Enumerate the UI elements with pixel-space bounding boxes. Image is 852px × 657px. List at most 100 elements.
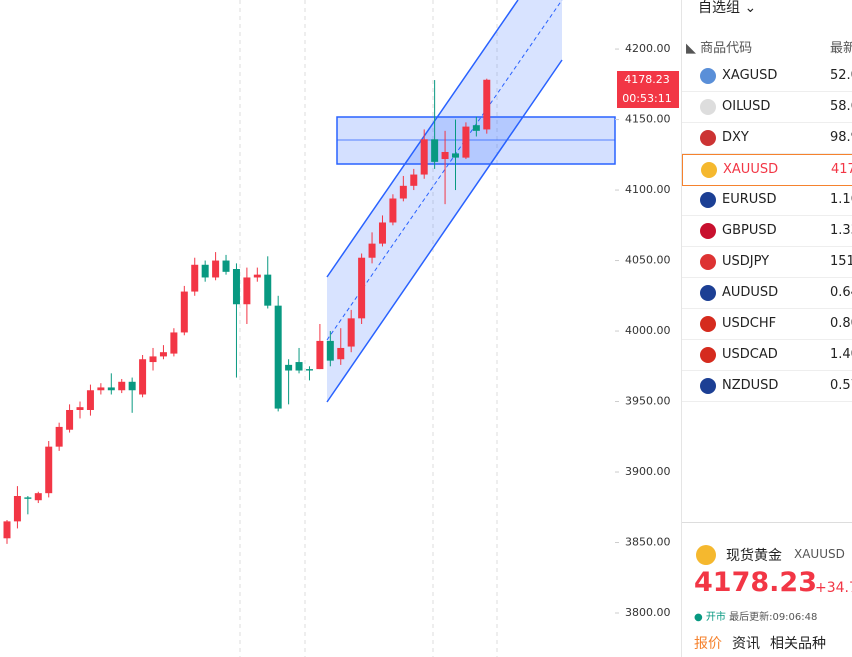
icon xyxy=(696,545,716,565)
y-tick-label: 4200.00 xyxy=(625,42,671,55)
candle-body xyxy=(149,356,157,363)
price: 4178.23 xyxy=(694,567,817,598)
icon xyxy=(700,378,716,394)
price-tag-value: 4178.23 xyxy=(624,73,670,86)
symbol: AUDUSD xyxy=(722,285,779,300)
symbol: XAUUSD xyxy=(723,162,779,177)
detail: 现货黄金 XAUUSD 4178.23 +34.7 ● 开市 最后更新:09:0… xyxy=(682,522,852,657)
candle-body xyxy=(107,387,115,391)
y-tick-label: 3950.00 xyxy=(625,395,671,408)
price: 1.404 xyxy=(830,347,852,362)
candle-body xyxy=(253,274,261,278)
candle-body xyxy=(264,274,272,306)
candle-body xyxy=(86,390,94,410)
candle-body xyxy=(472,125,480,131)
name: 现货黄金 xyxy=(726,548,782,564)
status: 开市 xyxy=(705,612,726,623)
candle-body xyxy=(399,185,407,199)
price: 1.16 xyxy=(830,192,852,207)
icon xyxy=(700,254,716,270)
icon xyxy=(700,192,716,208)
channel-line xyxy=(326,0,519,278)
candle-body xyxy=(222,260,230,272)
candle-body xyxy=(358,257,366,319)
candle-body xyxy=(170,332,178,354)
candle-body xyxy=(128,381,136,391)
title: 自选组 xyxy=(698,0,740,16)
candle-body xyxy=(441,151,449,160)
y-tick-label: 3850.00 xyxy=(625,536,671,549)
icon xyxy=(700,316,716,332)
y-tick-label: 4000.00 xyxy=(625,324,671,337)
candle-body xyxy=(159,352,167,357)
watch-row[interactable]: OILUSD 58.6 xyxy=(682,92,852,123)
price: 0.57 xyxy=(830,378,852,393)
candle-body xyxy=(34,493,42,501)
candle-body xyxy=(180,291,188,333)
candle-body xyxy=(13,495,21,522)
candle-body xyxy=(347,318,355,347)
watch-row[interactable]: USDJPY 151.4 xyxy=(682,247,852,278)
price: 0.64 xyxy=(830,285,852,300)
icon xyxy=(700,223,716,239)
icon xyxy=(700,68,716,84)
candle-body xyxy=(24,497,32,499)
candle-body xyxy=(462,126,470,158)
candle-body xyxy=(483,79,491,130)
y-tick-label: 3900.00 xyxy=(625,465,671,478)
plot: 3800.00 3850.00 3900.00 3950.00 4000.00 4050.… xyxy=(3,42,671,619)
candle-body xyxy=(55,426,63,447)
watch-row[interactable]: XAGUSD 52.0 xyxy=(682,61,852,92)
tab[interactable]: 相关品种 xyxy=(770,636,826,652)
watch-row[interactable]: AUDUSD 0.64 xyxy=(682,278,852,309)
candle-body xyxy=(316,340,324,370)
price: 98.9 xyxy=(830,130,852,145)
icon xyxy=(700,285,716,301)
candle-body xyxy=(76,407,84,410)
candle-body xyxy=(274,305,282,409)
candle-body xyxy=(295,362,303,371)
watch-row[interactable]: EURUSD 1.16 xyxy=(682,185,852,216)
watch-row[interactable]: NZDUSD 0.57 xyxy=(682,371,852,402)
y-tick-label: 4150.00 xyxy=(625,113,671,126)
updated: 最后更新:09:06:48 xyxy=(729,612,818,623)
candle-body xyxy=(97,387,105,391)
price: 4178 xyxy=(831,162,852,177)
symbol: NZDUSD xyxy=(722,378,779,393)
candle-body xyxy=(243,277,251,305)
candle-body xyxy=(285,364,293,371)
change: +34.7 xyxy=(815,580,852,596)
candle-body xyxy=(191,264,199,292)
candle-body xyxy=(431,139,439,162)
v-grid xyxy=(239,0,498,657)
tab[interactable]: 报价 xyxy=(694,636,722,652)
candle-body xyxy=(232,269,240,305)
header: ◣ 商品代码 xyxy=(686,41,753,56)
y-tick-label: 4100.00 xyxy=(625,183,671,196)
candle-body xyxy=(3,521,11,539)
candle-body xyxy=(305,369,313,371)
side-panel: 自选组 ⌄ ◣ 商品代码 最新 XAGUSD 52.0 OILUSD 58.6 DXY 9… xyxy=(681,0,852,657)
price: 52.0 xyxy=(830,68,852,83)
watch-row[interactable]: USDCHF 0.800 xyxy=(682,309,852,340)
candle-body xyxy=(368,243,376,258)
candle-body xyxy=(201,264,209,278)
candle-body xyxy=(420,139,428,175)
tab[interactable]: 资讯 xyxy=(732,636,760,652)
watch-row[interactable]: DXY 98.9 xyxy=(682,123,852,154)
price: 58.6 xyxy=(830,99,852,114)
symbol: USDJPY xyxy=(722,254,770,269)
symbol: EURUSD xyxy=(722,192,777,207)
channel-mid xyxy=(326,0,563,341)
symbol: GBPUSD xyxy=(722,223,777,238)
candle-body xyxy=(337,347,345,360)
candle-body xyxy=(212,260,220,278)
price: 0.800 xyxy=(830,316,852,331)
watch-row[interactable]: GBPUSD 1.332 xyxy=(682,216,852,247)
price: 151.4 xyxy=(830,254,852,269)
watch-row[interactable]: XAUUSD 4178 xyxy=(682,154,852,186)
candle-body xyxy=(378,222,386,244)
channel xyxy=(327,0,562,402)
watch-row[interactable]: USDCAD 1.404 xyxy=(682,340,852,371)
watchlist-title[interactable]: 自选组 ⌄ xyxy=(698,0,757,16)
